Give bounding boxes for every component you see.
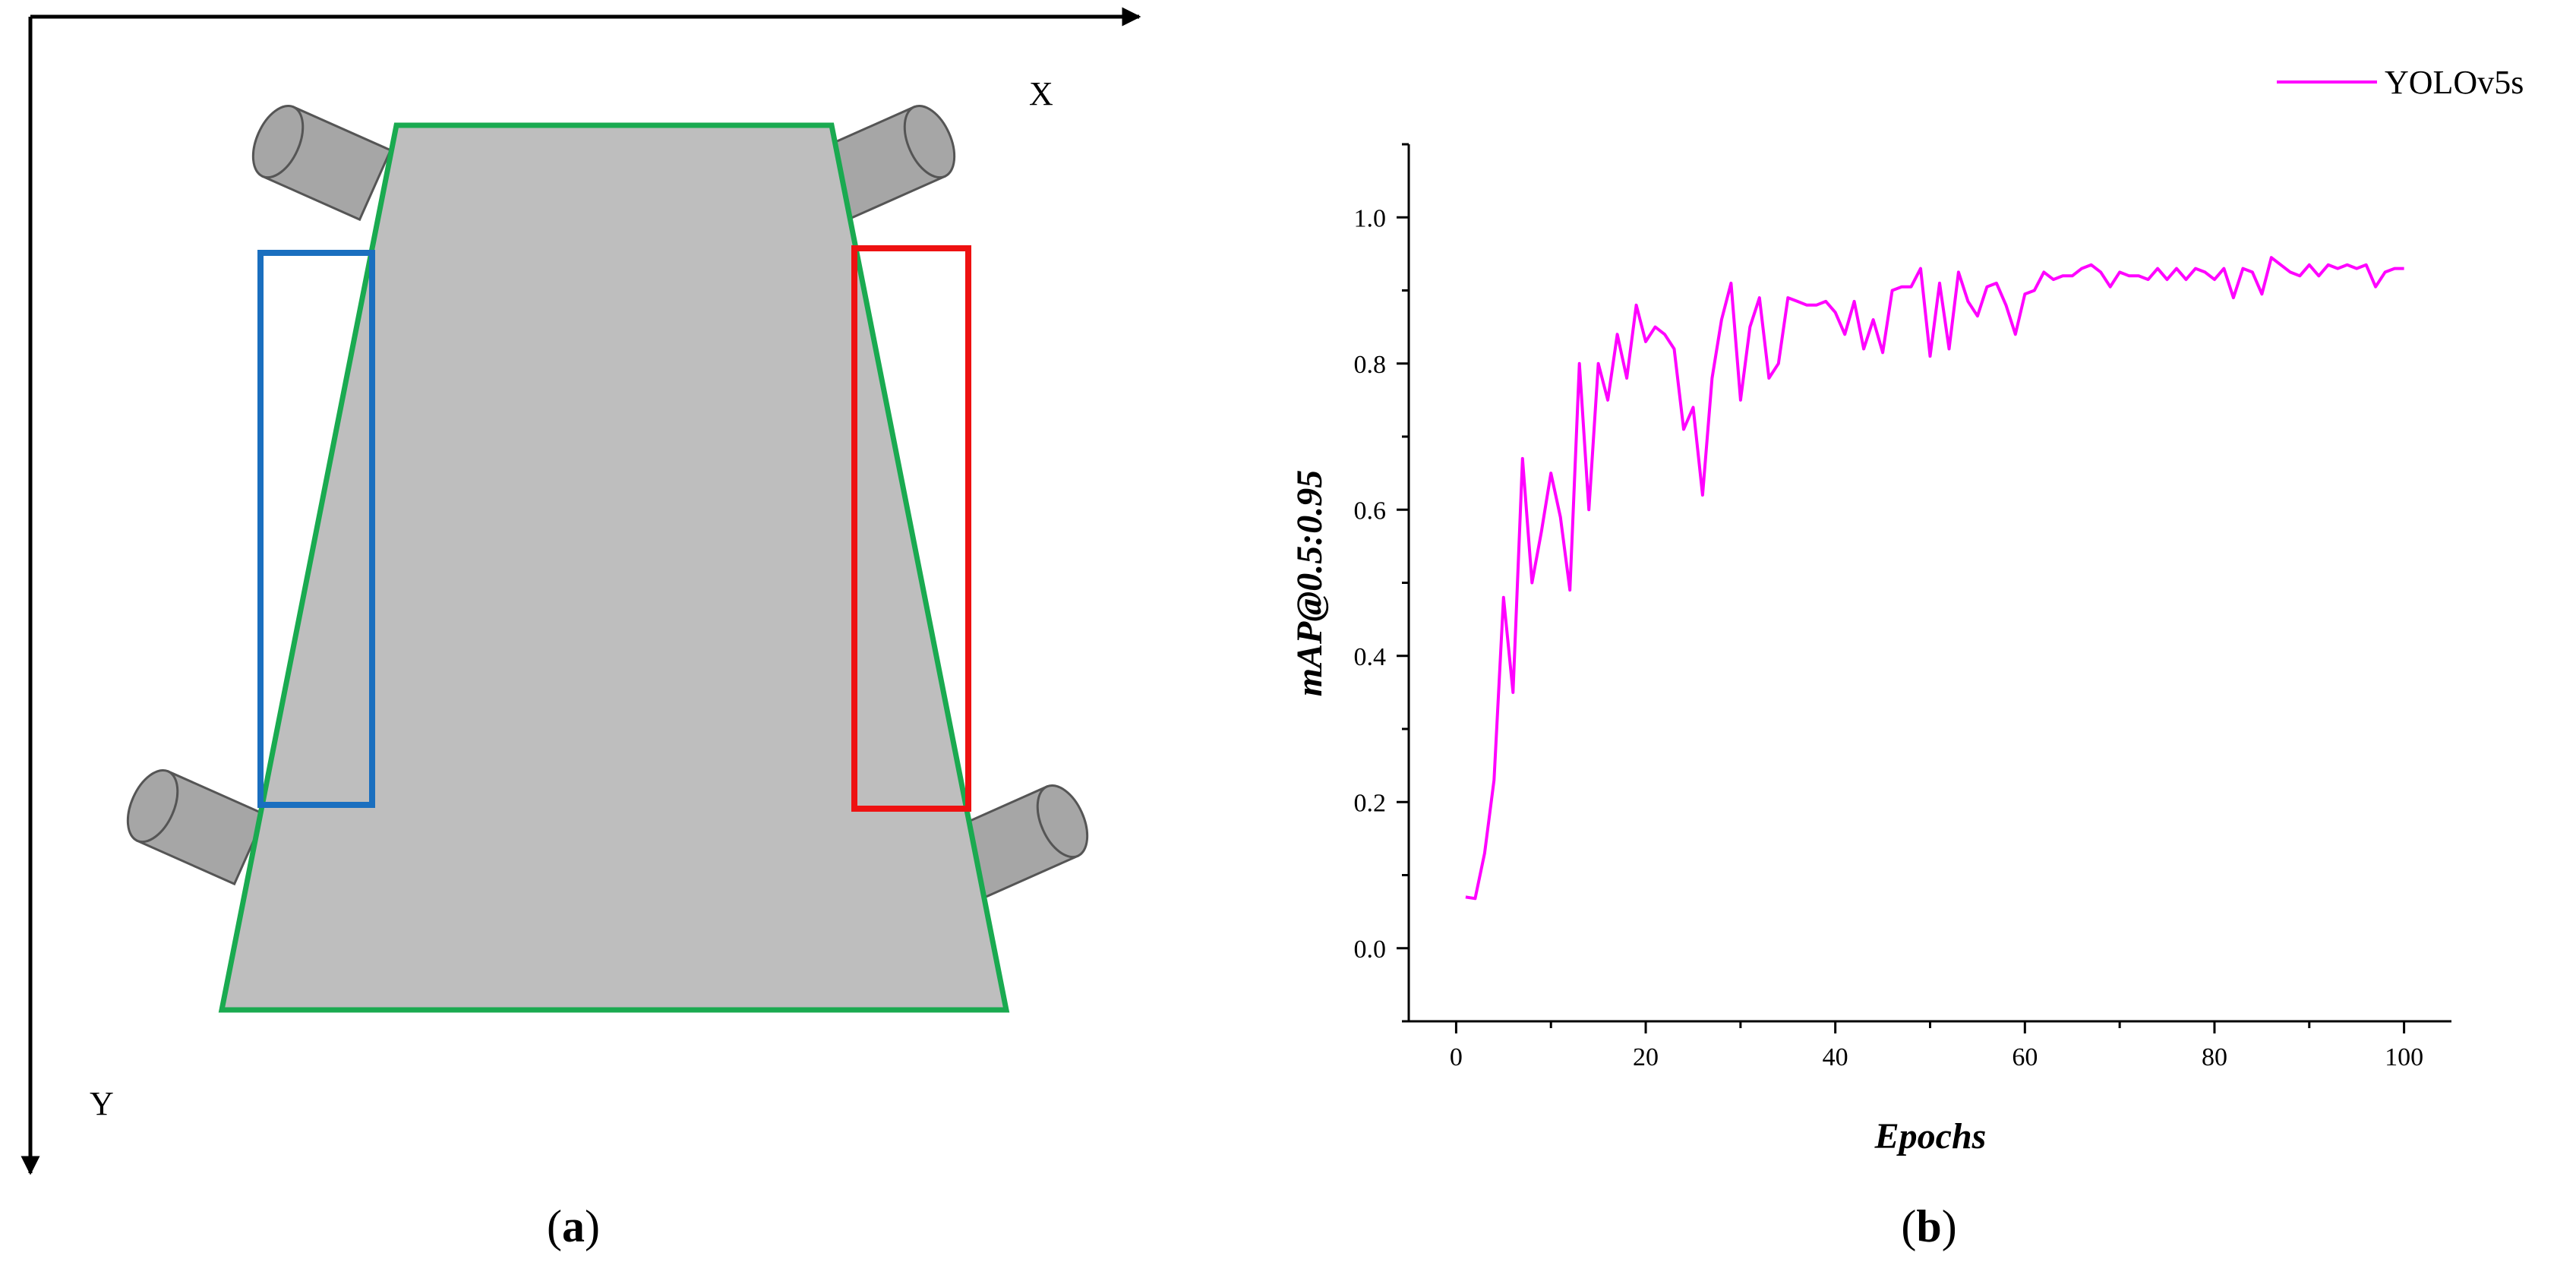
x-tick-label: 20 [1633, 1043, 1659, 1071]
plot-area: 0.0 0.2 0.4 0.6 0.8 1.0 0 20 40 60 80 100 [1354, 143, 2451, 1071]
x-axis-letter: X [1029, 75, 1053, 112]
right-bounding-box [851, 245, 971, 812]
y-tick-label: 1.0 [1354, 204, 1387, 232]
wheel-top-left [251, 104, 393, 222]
y-axis-letter: Y [90, 1085, 114, 1122]
vehicle-body-trapezoid [218, 122, 1010, 1013]
panel-b-caption: (b) [1901, 1201, 1956, 1251]
y-tick-label: 0.8 [1354, 351, 1387, 379]
x-tick-label: 60 [2012, 1043, 2038, 1071]
x-axis-title: Epochs [1874, 1116, 1987, 1156]
legend-label-yolov5s: YOLOv5s [2385, 64, 2524, 101]
panel-a-diagram: X Y (a) [21, 7, 1141, 1251]
series-layer [1465, 256, 2404, 901]
x-tick-label: 100 [2385, 1043, 2423, 1071]
left-bounding-box [257, 250, 375, 808]
series-line-yolov5s [1465, 256, 2404, 901]
legend: YOLOv5s [2277, 64, 2524, 101]
x-tick-label: 0 [1450, 1043, 1463, 1071]
y-tick-label: 0.6 [1354, 497, 1387, 525]
x-tick-label: 80 [2202, 1043, 2227, 1071]
y-axis-title: mAP@0.5:0.95 [1290, 470, 1330, 697]
y-tick-label: 0.0 [1354, 935, 1387, 964]
x-ticks: 0 20 40 60 80 100 [1450, 1021, 2423, 1071]
y-tick-label: 0.2 [1354, 789, 1387, 817]
wheel-bottom-left [126, 768, 267, 886]
y-tick-label: 0.4 [1354, 643, 1387, 671]
wheel-top-right [815, 104, 956, 222]
wheel-bottom-right [948, 784, 1089, 901]
x-tick-label: 40 [1823, 1043, 1848, 1071]
y-ticks: 0.0 0.2 0.4 0.6 0.8 1.0 [1354, 143, 1409, 1023]
panel-b-chart: 0.0 0.2 0.4 0.6 0.8 1.0 0 20 40 60 80 100 mAP@0.5:… [1290, 64, 2524, 1251]
panel-a-caption: (a) [547, 1201, 600, 1251]
